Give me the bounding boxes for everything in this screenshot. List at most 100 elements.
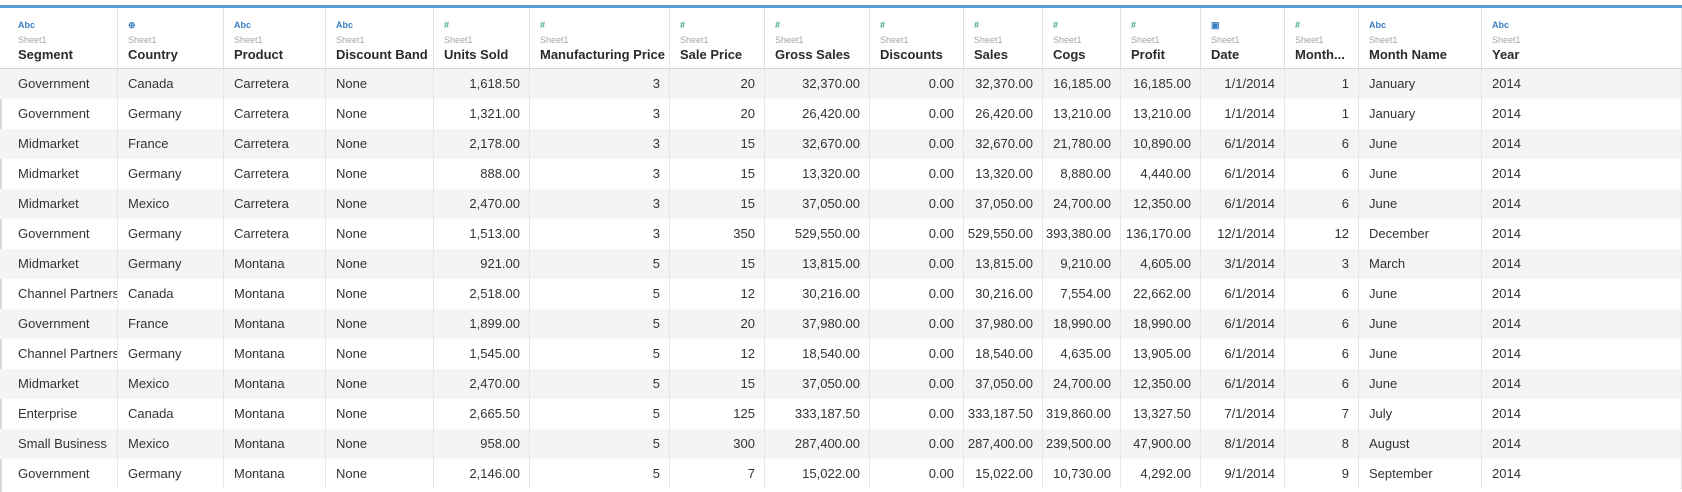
table-cell[interactable]: None: [326, 159, 434, 189]
abc-type-icon[interactable]: Abc: [1369, 20, 1387, 30]
table-cell[interactable]: 16,185.00: [1121, 69, 1201, 99]
number-type-icon[interactable]: #: [775, 20, 781, 30]
table-cell[interactable]: Government: [8, 459, 118, 489]
table-cell[interactable]: None: [326, 399, 434, 429]
table-cell[interactable]: 12/1/2014: [1201, 219, 1285, 249]
table-cell[interactable]: 333,187.50: [765, 399, 870, 429]
table-cell[interactable]: None: [326, 129, 434, 159]
table-cell[interactable]: 921.00: [434, 249, 530, 279]
table-cell[interactable]: 37,050.00: [765, 369, 870, 399]
table-cell[interactable]: Montana: [224, 429, 326, 459]
table-cell[interactable]: 529,550.00: [964, 219, 1043, 249]
table-cell[interactable]: 6: [1285, 189, 1359, 219]
table-cell[interactable]: 13,815.00: [765, 249, 870, 279]
table-cell[interactable]: 2,665.50: [434, 399, 530, 429]
table-cell[interactable]: 1,899.00: [434, 309, 530, 339]
table-cell[interactable]: 4,292.00: [1121, 459, 1201, 489]
table-cell[interactable]: 287,400.00: [964, 429, 1043, 459]
table-cell[interactable]: 21,780.00: [1043, 129, 1121, 159]
table-cell[interactable]: 5: [530, 399, 670, 429]
table-cell[interactable]: Government: [8, 69, 118, 99]
table-cell[interactable]: 1,545.00: [434, 339, 530, 369]
table-cell[interactable]: 888.00: [434, 159, 530, 189]
table-cell[interactable]: 37,050.00: [765, 189, 870, 219]
table-cell[interactable]: 0.00: [870, 189, 964, 219]
number-type-icon[interactable]: #: [974, 20, 980, 30]
table-cell[interactable]: 6/1/2014: [1201, 369, 1285, 399]
table-cell[interactable]: 32,370.00: [964, 69, 1043, 99]
table-cell[interactable]: 16,185.00: [1043, 69, 1121, 99]
table-cell[interactable]: Small Business: [8, 429, 118, 459]
table-cell[interactable]: June: [1359, 159, 1482, 189]
column-header-discounts[interactable]: # Sheet1 Discounts: [870, 8, 964, 68]
table-cell[interactable]: 15: [670, 129, 765, 159]
table-cell[interactable]: Channel Partners: [8, 339, 118, 369]
table-cell[interactable]: Montana: [224, 249, 326, 279]
table-cell[interactable]: France: [118, 129, 224, 159]
table-cell[interactable]: 6/1/2014: [1201, 129, 1285, 159]
table-cell[interactable]: 1/1/2014: [1201, 69, 1285, 99]
table-cell[interactable]: 136,170.00: [1121, 219, 1201, 249]
table-cell[interactable]: 37,050.00: [964, 369, 1043, 399]
table-cell[interactable]: 3: [1285, 249, 1359, 279]
table-cell[interactable]: June: [1359, 129, 1482, 159]
table-cell[interactable]: Carretera: [224, 69, 326, 99]
table-cell[interactable]: 47,900.00: [1121, 429, 1201, 459]
table-cell[interactable]: None: [326, 459, 434, 489]
table-cell[interactable]: September: [1359, 459, 1482, 489]
table-cell[interactable]: Montana: [224, 369, 326, 399]
table-cell[interactable]: 37,980.00: [765, 309, 870, 339]
table-cell[interactable]: Midmarket: [8, 369, 118, 399]
table-cell[interactable]: 13,327.50: [1121, 399, 1201, 429]
table-cell[interactable]: December: [1359, 219, 1482, 249]
column-header-year[interactable]: Abc Sheet1 Year: [1482, 8, 1682, 68]
table-cell[interactable]: 12: [670, 279, 765, 309]
table-cell[interactable]: 6: [1285, 129, 1359, 159]
table-cell[interactable]: Government: [8, 309, 118, 339]
table-cell[interactable]: 4,635.00: [1043, 339, 1121, 369]
table-cell[interactable]: 5: [530, 249, 670, 279]
table-cell[interactable]: 15: [670, 249, 765, 279]
table-cell[interactable]: Canada: [118, 399, 224, 429]
table-cell[interactable]: 1: [1285, 69, 1359, 99]
table-cell[interactable]: 18,540.00: [765, 339, 870, 369]
table-cell[interactable]: Mexico: [118, 189, 224, 219]
table-cell[interactable]: 1,513.00: [434, 219, 530, 249]
table-cell[interactable]: 2,470.00: [434, 369, 530, 399]
table-cell[interactable]: 8: [1285, 429, 1359, 459]
table-cell[interactable]: Mexico: [118, 369, 224, 399]
table-cell[interactable]: 0.00: [870, 279, 964, 309]
column-header-gross-sales[interactable]: # Sheet1 Gross Sales: [765, 8, 870, 68]
table-cell[interactable]: Carretera: [224, 189, 326, 219]
table-cell[interactable]: 6: [1285, 159, 1359, 189]
table-cell[interactable]: 0.00: [870, 99, 964, 129]
table-cell[interactable]: 2,178.00: [434, 129, 530, 159]
table-cell[interactable]: Canada: [118, 279, 224, 309]
table-cell[interactable]: 20: [670, 99, 765, 129]
table-cell[interactable]: July: [1359, 399, 1482, 429]
table-cell[interactable]: 3: [530, 159, 670, 189]
table-cell[interactable]: Germany: [118, 159, 224, 189]
abc-type-icon[interactable]: Abc: [234, 20, 252, 30]
column-header-sale-price[interactable]: # Sheet1 Sale Price: [670, 8, 765, 68]
table-cell[interactable]: 12: [670, 339, 765, 369]
table-cell[interactable]: 6: [1285, 369, 1359, 399]
table-cell[interactable]: 0.00: [870, 219, 964, 249]
table-cell[interactable]: 5: [530, 369, 670, 399]
table-cell[interactable]: 3/1/2014: [1201, 249, 1285, 279]
number-type-icon[interactable]: #: [540, 20, 546, 30]
table-cell[interactable]: 13,320.00: [964, 159, 1043, 189]
table-cell[interactable]: Carretera: [224, 99, 326, 129]
table-cell[interactable]: 8,880.00: [1043, 159, 1121, 189]
table-cell[interactable]: Carretera: [224, 129, 326, 159]
abc-type-icon[interactable]: Abc: [336, 20, 354, 30]
table-cell[interactable]: 393,380.00: [1043, 219, 1121, 249]
table-cell[interactable]: 26,420.00: [964, 99, 1043, 129]
table-cell[interactable]: 319,860.00: [1043, 399, 1121, 429]
table-cell[interactable]: 3: [530, 189, 670, 219]
table-cell[interactable]: 0.00: [870, 459, 964, 489]
table-cell[interactable]: 9: [1285, 459, 1359, 489]
table-cell[interactable]: None: [326, 99, 434, 129]
table-cell[interactable]: June: [1359, 309, 1482, 339]
table-cell[interactable]: Germany: [118, 459, 224, 489]
